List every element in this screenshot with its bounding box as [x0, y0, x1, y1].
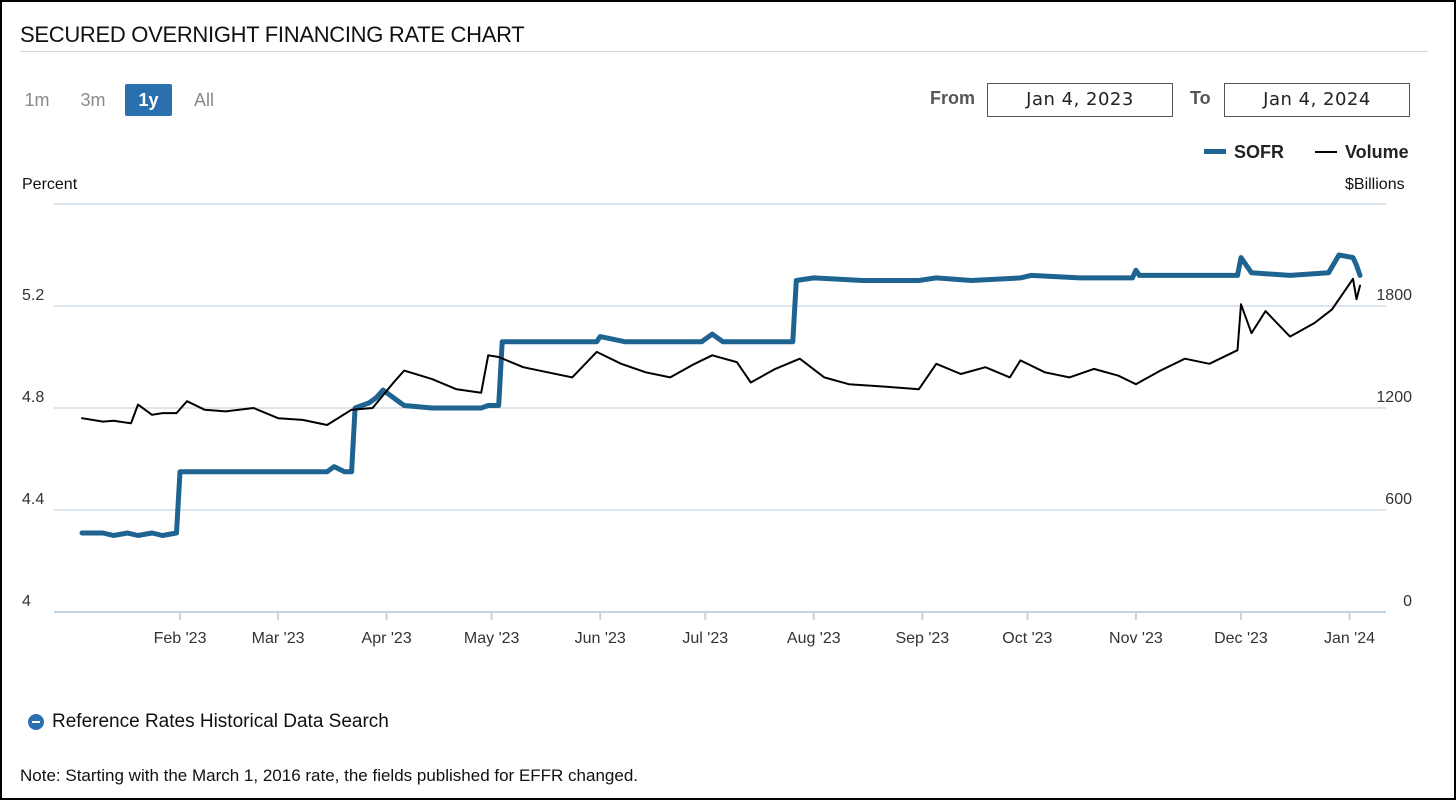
x-tick-label: Feb '23: [154, 630, 207, 647]
to-date-input[interactable]: Jan 4, 2024: [1224, 83, 1410, 117]
range-1m-button[interactable]: 1m: [24, 90, 50, 110]
right-tick-label: 1800: [1376, 287, 1412, 304]
x-tick-label: Aug '23: [787, 630, 841, 647]
left-tick-label: 4: [22, 593, 31, 610]
sofr-legend-swatch: [1204, 149, 1226, 154]
collapse-icon[interactable]: [28, 714, 44, 730]
axis-ticks: 4 4.4 4.8 5.2 0 600 1200 1800 Feb '23 Mar '23 Apr …: [22, 287, 1412, 647]
right-axis-title: $Billions: [1345, 176, 1405, 193]
title-divider: [20, 51, 1428, 52]
to-label: To: [1190, 88, 1211, 108]
x-tick-label: Nov '23: [1109, 630, 1163, 647]
left-tick-label: 4.4: [22, 491, 44, 508]
left-axis-title: Percent: [22, 176, 78, 193]
footnote: Note: Starting with the March 1, 2016 ra…: [20, 766, 639, 785]
x-tick-label: Jul '23: [682, 630, 728, 647]
gridlines: [54, 203, 1386, 613]
legend-volume[interactable]: Volume: [1345, 142, 1409, 162]
x-tick-label: Apr '23: [362, 630, 412, 647]
chart-title: SECURED OVERNIGHT FINANCING RATE CHART: [20, 22, 525, 47]
right-tick-label: 1200: [1376, 389, 1412, 406]
x-tick-label: Mar '23: [252, 630, 305, 647]
x-tick-label: Sep '23: [895, 630, 949, 647]
right-tick-label: 600: [1385, 491, 1412, 508]
sofr-series-line: [79, 252, 1363, 538]
volume-legend-swatch: [1315, 151, 1337, 153]
x-tick-label: Oct '23: [1002, 630, 1052, 647]
left-tick-label: 5.2: [22, 287, 44, 304]
range-all-button[interactable]: All: [193, 90, 214, 110]
x-tick-label: Jan '24: [1324, 630, 1375, 647]
from-date-input[interactable]: Jan 4, 2023: [987, 83, 1173, 117]
chart-plot: 4 4.4 4.8 5.2 0 600 1200 1800 Feb '23 Mar '23 Apr …: [22, 203, 1412, 647]
left-tick-label: 4.8: [22, 389, 44, 406]
right-tick-label: 0: [1403, 593, 1412, 610]
series-layer: [79, 252, 1363, 538]
legend-sofr[interactable]: SOFR: [1234, 142, 1285, 162]
x-tick-label: Dec '23: [1214, 630, 1268, 647]
range-3m-button[interactable]: 3m: [80, 90, 106, 110]
x-tick-label: May '23: [464, 630, 520, 647]
range-1y-button[interactable]: 1y: [125, 84, 172, 116]
historical-data-search-link[interactable]: Reference Rates Historical Data Search: [52, 711, 389, 732]
from-label: From: [930, 88, 975, 108]
x-tick-label: Jun '23: [575, 630, 626, 647]
volume-series-line: [81, 277, 1361, 426]
